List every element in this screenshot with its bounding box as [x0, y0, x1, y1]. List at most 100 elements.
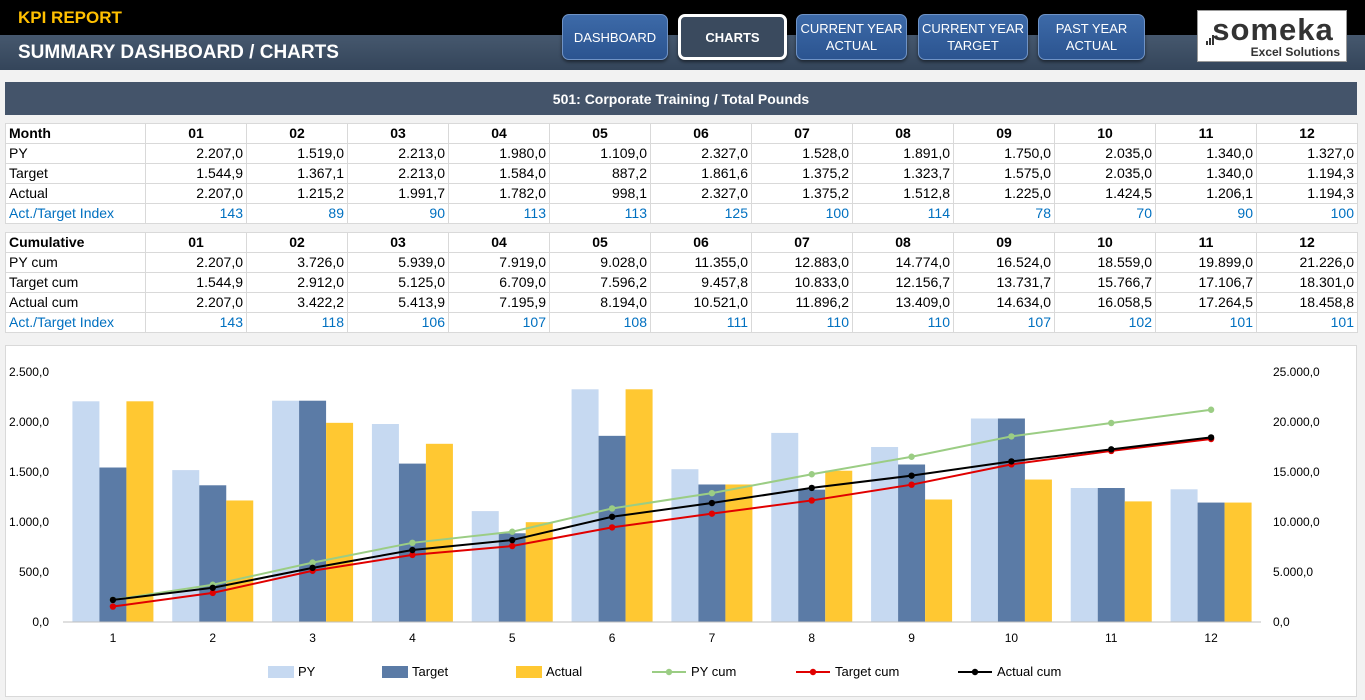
point-py-cum	[908, 453, 915, 460]
someka-logo[interactable]: someka Excel Solutions	[1197, 10, 1347, 62]
point-target-cum	[409, 551, 416, 559]
kpi-banner-title: 501: Corporate Training / Total Pounds	[552, 90, 810, 107]
table-cell: 114	[852, 203, 954, 224]
charts-button[interactable]: CHARTS	[678, 14, 787, 60]
dashboard-button[interactable]: DASHBOARD	[562, 14, 668, 60]
current-year-actual-button[interactable]: CURRENT YEAR ACTUAL	[796, 14, 907, 60]
table-cell: 887,2	[549, 163, 651, 184]
table-cell: 1.215,2	[246, 183, 348, 204]
bar-target	[798, 489, 826, 622]
table-cell: 14.634,0	[953, 292, 1055, 313]
kpi-chart: 0,0 500,0 1.000,0 1.500,0 2.000,0 2.500,0 0,0 5…	[5, 345, 1357, 697]
past-year-actual-label: PAST YEAR ACTUAL	[1056, 20, 1128, 54]
point-actual-cum	[409, 546, 416, 554]
y-right-tick-label: 10.000,0	[1273, 515, 1320, 529]
bar-py	[771, 432, 799, 622]
x-tick-label: 6	[609, 631, 616, 645]
table-cell: 100	[1256, 203, 1358, 224]
past-year-actual-button[interactable]: PAST YEAR ACTUAL	[1038, 14, 1145, 60]
table-cell: 2.213,0	[347, 143, 449, 164]
monthly-month-header: 03	[347, 123, 449, 144]
x-tick-label: 7	[709, 631, 716, 645]
table-cell: 70	[1054, 203, 1156, 224]
app-title: KPI REPORT	[18, 8, 122, 27]
point-target-cum	[708, 510, 716, 517]
table-cell: 13.731,7	[953, 272, 1055, 293]
table-cell: 1.375,2	[751, 163, 853, 184]
monthly-month-header: 12	[1256, 123, 1358, 144]
table-cell: 1.980,0	[448, 143, 550, 164]
table-cell: 1.367,1	[246, 163, 348, 184]
table-cell: 7.919,0	[448, 252, 550, 273]
table-cell: 2.327,0	[650, 183, 752, 204]
legend-swatch-target	[382, 666, 408, 678]
row-label: Target cum	[5, 272, 146, 293]
point-py-cum	[708, 489, 716, 497]
x-tick-label: 1	[110, 631, 117, 645]
monthly-table: Month 01 02 03 04 05 06 07 08 09 10 11 12 PY 2.207,0 1.…	[5, 123, 1358, 224]
table-row: Actual cum 2.207,0 3.422,2 5.413,9 7.195,9 8.…	[5, 292, 1358, 313]
table-cell: 5.125,0	[347, 272, 449, 293]
legend-marker-actual-cum	[971, 668, 979, 676]
table-cell: 2.207,0	[145, 292, 247, 313]
table-row: Act./Target Index 143 118 106 107 108 111 110 11…	[5, 312, 1358, 333]
bar-target	[99, 467, 127, 622]
legend-label-py-cum: PY cum	[691, 664, 736, 679]
table-cell: 9.028,0	[549, 252, 651, 273]
point-actual-cum	[608, 513, 616, 520]
chart-svg: 0,0 500,0 1.000,0 1.500,0 2.000,0 2.500,0 0,0 5…	[9, 365, 1320, 679]
table-cell: 125	[650, 203, 752, 224]
table-cell: 7.596,2	[549, 272, 651, 293]
legend-label-py: PY	[298, 664, 316, 679]
legend-label-target-cum: Target cum	[835, 664, 899, 679]
point-actual-cum	[509, 536, 516, 544]
table-cell: 5.939,0	[347, 252, 449, 273]
nav-line2: ACTUAL	[1065, 38, 1118, 53]
table-row: PY 2.207,0 1.519,0 2.213,0 1.980,0 1.109,0 2.3…	[5, 143, 1358, 164]
current-year-target-button[interactable]: CURRENT YEAR TARGET	[918, 14, 1028, 60]
table-cell: 110	[751, 312, 853, 333]
point-actual-cum	[1207, 434, 1215, 441]
row-label: PY cum	[5, 252, 146, 273]
point-py-cum	[1108, 419, 1115, 427]
cumulative-month-header: 06	[650, 232, 752, 253]
x-tick-label: 8	[808, 631, 815, 645]
page-title: SUMMARY DASHBOARD / CHARTS	[18, 42, 339, 63]
nav-line2: TARGET	[947, 38, 999, 53]
table-cell: 15.766,7	[1054, 272, 1156, 293]
cumulative-month-header: 08	[852, 232, 954, 253]
bar-py	[471, 511, 499, 622]
point-actual-cum	[908, 472, 915, 479]
legend-marker-target-cum	[809, 668, 817, 676]
cumulative-month-header: 12	[1256, 232, 1358, 253]
y-left-tick-label: 500,0	[19, 565, 49, 579]
x-tick-label: 3	[309, 631, 316, 645]
bar-actual	[425, 443, 453, 622]
legend-label-actual-cum: Actual cum	[997, 664, 1061, 679]
cumulative-table: Cumulative 01 02 03 04 05 06 07 08 09 10 11 12 PY cum…	[5, 232, 1358, 333]
table-cell: 1.891,0	[852, 143, 954, 164]
bar-target	[199, 485, 227, 622]
point-actual-cum	[1008, 458, 1015, 465]
bar-py	[671, 469, 699, 622]
bar-actual	[825, 470, 853, 622]
table-cell: 2.207,0	[145, 143, 247, 164]
x-tick-label: 4	[409, 631, 416, 645]
table-cell: 1.782,0	[448, 183, 550, 204]
point-py-cum	[1008, 433, 1015, 440]
table-cell: 1.575,0	[953, 163, 1055, 184]
point-actual-cum	[708, 499, 716, 507]
table-cell: 1.512,8	[852, 183, 954, 204]
bar-actual	[226, 500, 254, 622]
y-right-tick-label: 25.000,0	[1273, 365, 1320, 379]
table-cell: 1.225,0	[953, 183, 1055, 204]
y-left-tick-label: 0,0	[32, 615, 49, 629]
table-cell: 106	[347, 312, 449, 333]
point-py-cum	[1207, 406, 1215, 413]
table-cell: 1.861,6	[650, 163, 752, 184]
monthly-month-header: 10	[1054, 123, 1156, 144]
nav-line1: CURRENT YEAR	[800, 21, 903, 36]
table-cell: 78	[953, 203, 1055, 224]
line-target-cum	[112, 437, 1212, 608]
table-cell: 108	[549, 312, 651, 333]
